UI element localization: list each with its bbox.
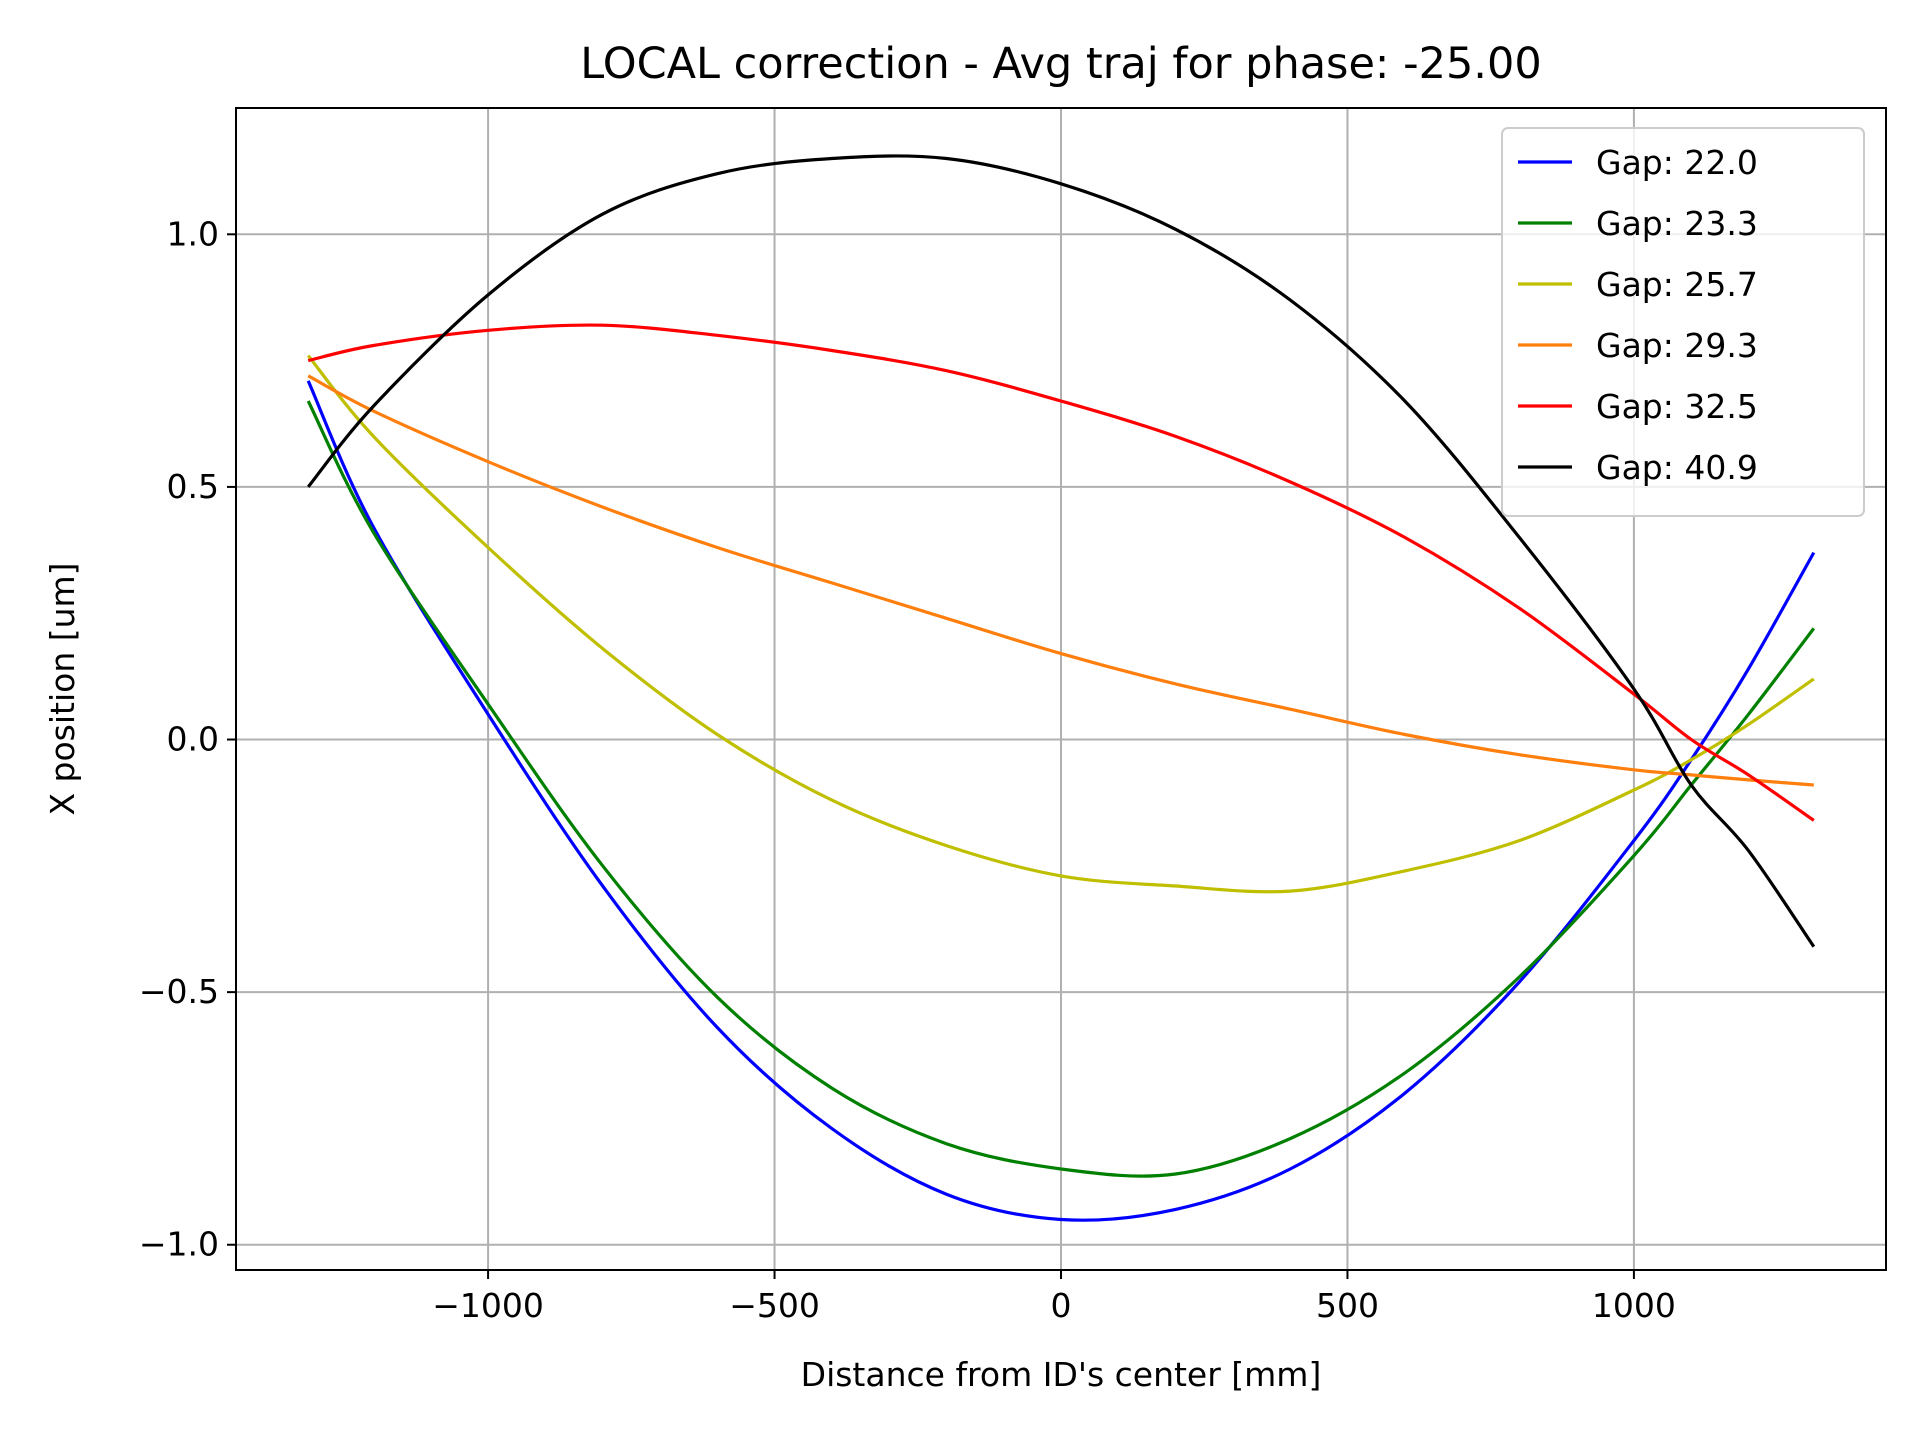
series-line-1 (306, 380, 1816, 1222)
x-axis-label: Distance from ID's center [mm] (801, 1355, 1322, 1394)
series-line-3 (306, 354, 1815, 894)
legend-label: Gap: 29.3 (1596, 326, 1758, 365)
x-tick-label: 1000 (1592, 1286, 1676, 1325)
y-tick-label: 0.5 (167, 467, 219, 506)
x-tick-label: −1000 (432, 1286, 544, 1325)
series-line-4 (307, 374, 1814, 787)
series-line-5 (307, 323, 1815, 822)
axis-ticks: −1000 −500 0 500 1000 −1.0 −0.5 0.0 0.5 1.0 (139, 214, 1676, 1325)
chart-title: LOCAL correction - Avg traj for phase: -… (580, 39, 1541, 89)
legend-label: Gap: 25.7 (1596, 265, 1758, 304)
legend: Gap: 22.0 Gap: 23.3 Gap: 25.7 Gap: 29.3 Gap:… (1501, 127, 1865, 517)
legend-box (1501, 127, 1865, 517)
legend-label: Gap: 22.0 (1596, 143, 1758, 182)
x-tick-label: 0 (1051, 1286, 1072, 1325)
series-lines (306, 154, 1816, 1222)
y-tick-label: 1.0 (167, 214, 219, 253)
series-line-6 (306, 154, 1816, 948)
y-tick-label: 0.0 (167, 720, 219, 759)
y-axis-label: X position [um] (43, 562, 82, 815)
y-tick-label: −1.0 (139, 1225, 219, 1264)
x-tick-label: −500 (729, 1286, 820, 1325)
legend-label: Gap: 40.9 (1596, 448, 1758, 487)
legend-label: Gap: 32.5 (1596, 387, 1758, 426)
x-tick-label: 500 (1316, 1286, 1379, 1325)
series-line-2 (306, 400, 1816, 1178)
legend-label: Gap: 23.3 (1596, 204, 1758, 243)
y-tick-label: −0.5 (139, 972, 219, 1011)
